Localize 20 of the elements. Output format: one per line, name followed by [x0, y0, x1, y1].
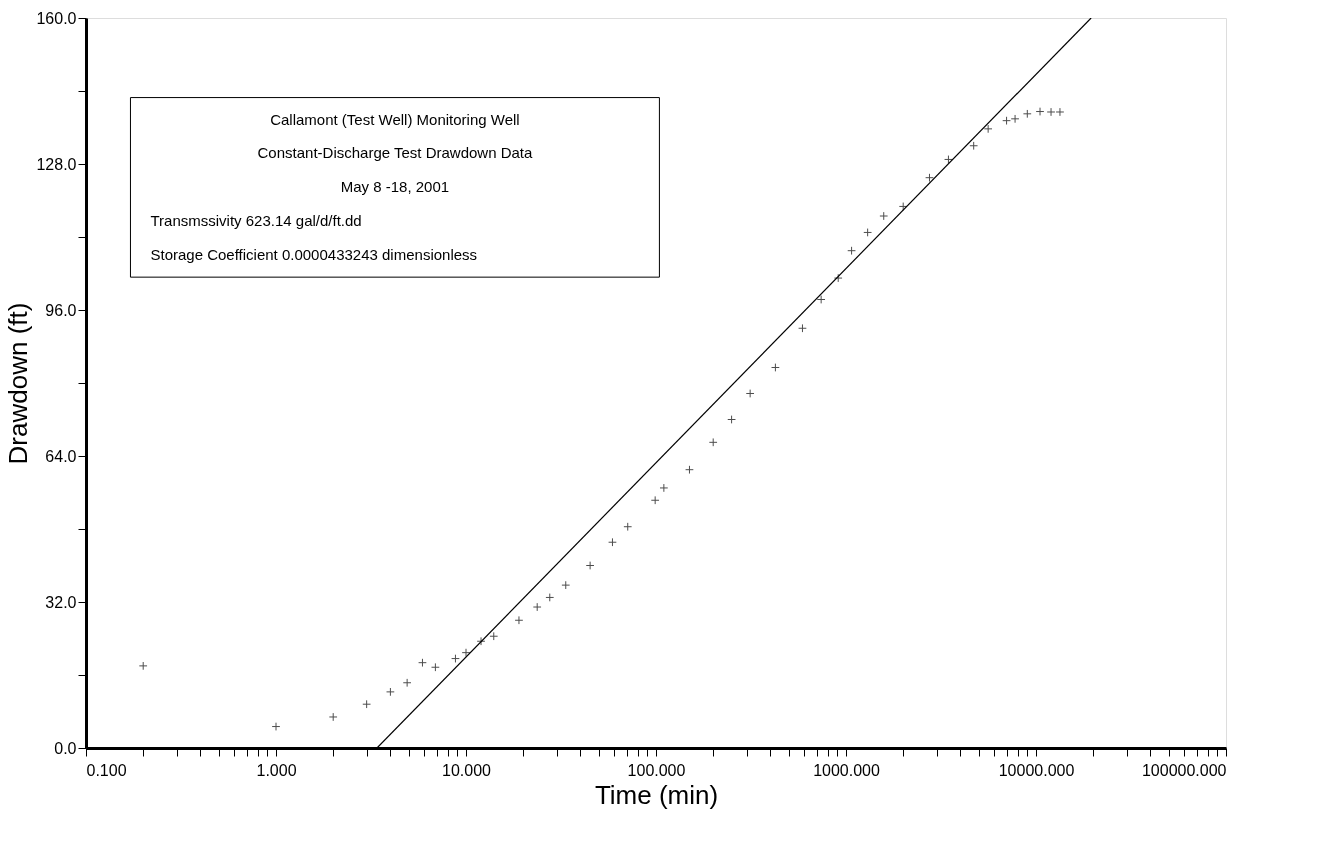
annotation: May 8 -18, 2001 — [340, 178, 450, 196]
y-tick-label: 128.0 — [36, 155, 77, 173]
annotation: Callamont (Test Well) Monitoring Well — [270, 110, 520, 128]
y-tick-label: 0.0 — [54, 739, 77, 757]
x-tick-label: 1000.000 — [813, 761, 880, 779]
annotation: Transmssivity 623.14 gal/d/ft.dd — [150, 212, 362, 230]
y-tick-label: 160.0 — [36, 9, 77, 27]
x-tick-label: 100000.000 — [1141, 761, 1227, 779]
x-tick-label: 0.100 — [86, 761, 127, 779]
x-tick-label: 1.000 — [256, 761, 297, 779]
x-axis-title: Time (min) — [594, 779, 719, 810]
annotation: Constant-Discharge Test Drawdown Data — [257, 144, 534, 162]
y-tick-label: 64.0 — [45, 447, 77, 465]
y-tick-label: 32.0 — [45, 593, 77, 611]
y-axis-title: Drawdown (ft) — [3, 302, 34, 465]
annotation: Storage Coefficient 0.0000433243 dimensionless — [150, 246, 478, 264]
x-tick-label: 10000.000 — [998, 761, 1075, 779]
y-tick-label: 96.0 — [45, 301, 77, 319]
x-tick-label: 100.000 — [627, 761, 686, 779]
x-tick-label: 10.000 — [442, 761, 492, 779]
